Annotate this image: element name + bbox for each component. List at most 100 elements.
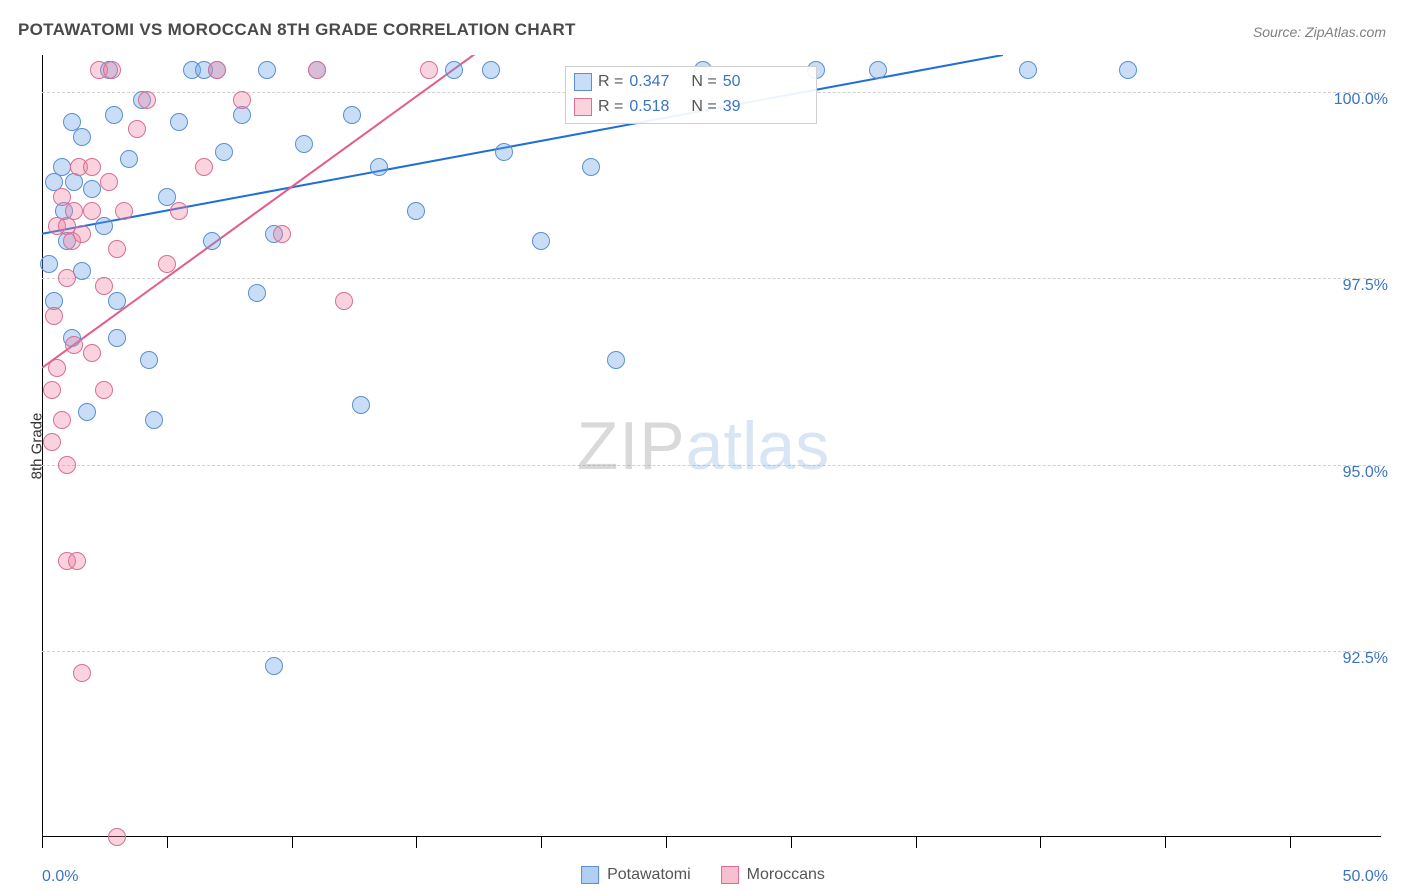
data-point [482, 61, 500, 79]
legend-item: Moroccans [721, 866, 825, 884]
x-axis-line [42, 836, 1381, 837]
data-point [83, 158, 101, 176]
data-point [1019, 61, 1037, 79]
data-point [407, 202, 425, 220]
data-point [53, 411, 71, 429]
r-value: 0.518 [629, 95, 669, 120]
data-point [215, 143, 233, 161]
x-tick [791, 837, 792, 848]
n-value: 39 [723, 95, 741, 120]
data-point [53, 158, 71, 176]
plot-area: 8th Grade [42, 55, 1290, 837]
data-point [95, 381, 113, 399]
x-tick [541, 837, 542, 848]
series-swatch [574, 98, 592, 116]
data-point [78, 403, 96, 421]
data-point [58, 269, 76, 287]
data-point [108, 292, 126, 310]
data-point [343, 106, 361, 124]
legend-label: Moroccans [747, 866, 825, 884]
legend-item: Potawatomi [581, 866, 691, 884]
legend: Potawatomi Moroccans [581, 866, 825, 884]
data-point [265, 657, 283, 675]
data-point [158, 188, 176, 206]
r-label: R = [598, 70, 623, 95]
data-point [45, 307, 63, 325]
y-tick-label: 97.5% [1343, 277, 1388, 295]
data-point [43, 381, 61, 399]
x-tick [666, 837, 667, 848]
data-point [83, 180, 101, 198]
data-point [108, 240, 126, 258]
r-label: R = [598, 95, 623, 120]
series-swatch [574, 73, 592, 91]
data-point [58, 456, 76, 474]
data-point [170, 113, 188, 131]
data-point [273, 225, 291, 243]
data-point [65, 202, 83, 220]
x-tick-label: 50.0% [1343, 868, 1388, 886]
data-point [869, 61, 887, 79]
gridline [42, 278, 1381, 279]
data-point [83, 202, 101, 220]
data-point [68, 552, 86, 570]
data-point [420, 61, 438, 79]
legend-swatch [721, 866, 739, 884]
x-tick [167, 837, 168, 848]
data-point [120, 150, 138, 168]
data-point [335, 292, 353, 310]
x-tick [1290, 837, 1291, 848]
data-point [445, 61, 463, 79]
n-value: 50 [723, 70, 741, 95]
data-point [73, 664, 91, 682]
data-point [115, 202, 133, 220]
data-point [607, 351, 625, 369]
n-label: N = [691, 70, 716, 95]
source-attribution: Source: ZipAtlas.com [1253, 24, 1386, 40]
data-point [195, 158, 213, 176]
data-point [95, 277, 113, 295]
data-point [248, 284, 266, 302]
data-point [73, 225, 91, 243]
data-point [308, 61, 326, 79]
data-point [103, 61, 121, 79]
data-point [73, 128, 91, 146]
x-tick [1165, 837, 1166, 848]
data-point [105, 106, 123, 124]
data-point [108, 828, 126, 846]
data-point [532, 232, 550, 250]
data-point [43, 433, 61, 451]
data-point [138, 91, 156, 109]
y-tick-label: 100.0% [1334, 91, 1388, 109]
chart-title: POTAWATOMI VS MOROCCAN 8TH GRADE CORRELA… [18, 20, 576, 40]
data-point [100, 173, 118, 191]
data-point [582, 158, 600, 176]
x-tick [416, 837, 417, 848]
data-point [233, 91, 251, 109]
x-tick [916, 837, 917, 848]
data-point [352, 396, 370, 414]
data-point [83, 344, 101, 362]
data-point [65, 336, 83, 354]
data-point [203, 232, 221, 250]
x-tick-label: 0.0% [42, 868, 78, 886]
r-value: 0.347 [629, 70, 669, 95]
gridline [42, 651, 1381, 652]
stats-row: R = 0.518 N = 39 [574, 95, 808, 120]
legend-label: Potawatomi [607, 866, 691, 884]
x-tick [42, 837, 43, 848]
data-point [295, 135, 313, 153]
n-label: N = [691, 95, 716, 120]
data-point [140, 351, 158, 369]
data-point [145, 411, 163, 429]
y-tick-label: 95.0% [1343, 464, 1388, 482]
gridline [42, 465, 1381, 466]
correlation-stats-box: R = 0.347 N = 50 R = 0.518 N = 39 [565, 66, 817, 124]
data-point [48, 359, 66, 377]
data-point [258, 61, 276, 79]
y-tick-label: 92.5% [1343, 650, 1388, 668]
data-point [40, 255, 58, 273]
x-tick [292, 837, 293, 848]
data-point [108, 329, 126, 347]
data-point [170, 202, 188, 220]
